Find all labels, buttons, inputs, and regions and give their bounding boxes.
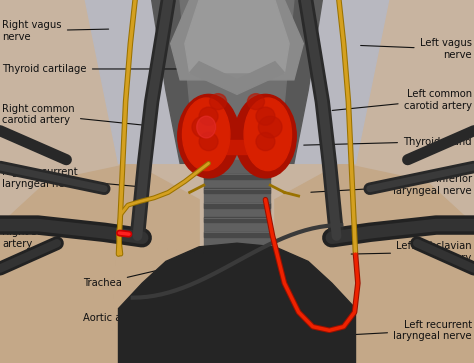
Text: Left subclavian
artery: Left subclavian artery (351, 241, 472, 263)
Polygon shape (204, 333, 270, 338)
Polygon shape (185, 0, 289, 73)
Text: Thyroid gland: Thyroid gland (304, 136, 472, 147)
Ellipse shape (244, 98, 292, 171)
Text: Left common
carotid artery: Left common carotid artery (332, 89, 472, 111)
Polygon shape (85, 0, 389, 163)
Ellipse shape (199, 132, 218, 151)
Polygon shape (204, 160, 270, 363)
Polygon shape (204, 290, 270, 295)
Ellipse shape (178, 94, 239, 178)
Polygon shape (180, 0, 294, 160)
Text: Right vagus
nerve: Right vagus nerve (2, 20, 109, 42)
Ellipse shape (256, 132, 275, 151)
Polygon shape (204, 232, 270, 237)
Ellipse shape (182, 98, 230, 171)
Ellipse shape (247, 94, 264, 110)
Polygon shape (171, 0, 303, 80)
Polygon shape (204, 203, 270, 208)
Polygon shape (118, 243, 356, 363)
Polygon shape (204, 275, 270, 280)
Ellipse shape (197, 116, 216, 138)
Polygon shape (204, 188, 270, 193)
Polygon shape (204, 217, 270, 222)
Text: Right recurrent
laryngeal nerve: Right recurrent laryngeal nerve (2, 167, 139, 189)
Ellipse shape (256, 107, 275, 125)
Polygon shape (0, 163, 199, 363)
Text: Inferior
laryngeal nerve: Inferior laryngeal nerve (311, 174, 472, 196)
Polygon shape (204, 304, 270, 309)
Polygon shape (204, 319, 270, 324)
Ellipse shape (210, 94, 227, 110)
Ellipse shape (192, 116, 216, 138)
Ellipse shape (199, 107, 218, 125)
Text: Trachea: Trachea (83, 260, 201, 288)
Polygon shape (204, 174, 270, 179)
Text: Aortic arch: Aortic arch (83, 313, 180, 330)
Polygon shape (204, 246, 270, 251)
Text: Thyroid cartilage: Thyroid cartilage (2, 64, 191, 74)
Ellipse shape (235, 94, 296, 178)
Polygon shape (209, 140, 265, 154)
Polygon shape (275, 163, 474, 363)
Text: Left recurrent
laryngeal nerve: Left recurrent laryngeal nerve (335, 319, 472, 341)
Text: Right common
carotid artery: Right common carotid artery (2, 103, 142, 125)
Polygon shape (204, 261, 270, 266)
Polygon shape (190, 62, 237, 94)
Text: Left vagus
nerve: Left vagus nerve (361, 38, 472, 60)
Text: Right subclavian
artery: Right subclavian artery (2, 227, 113, 249)
Polygon shape (237, 62, 284, 94)
Polygon shape (152, 0, 322, 163)
Polygon shape (204, 348, 270, 353)
Ellipse shape (258, 116, 282, 138)
